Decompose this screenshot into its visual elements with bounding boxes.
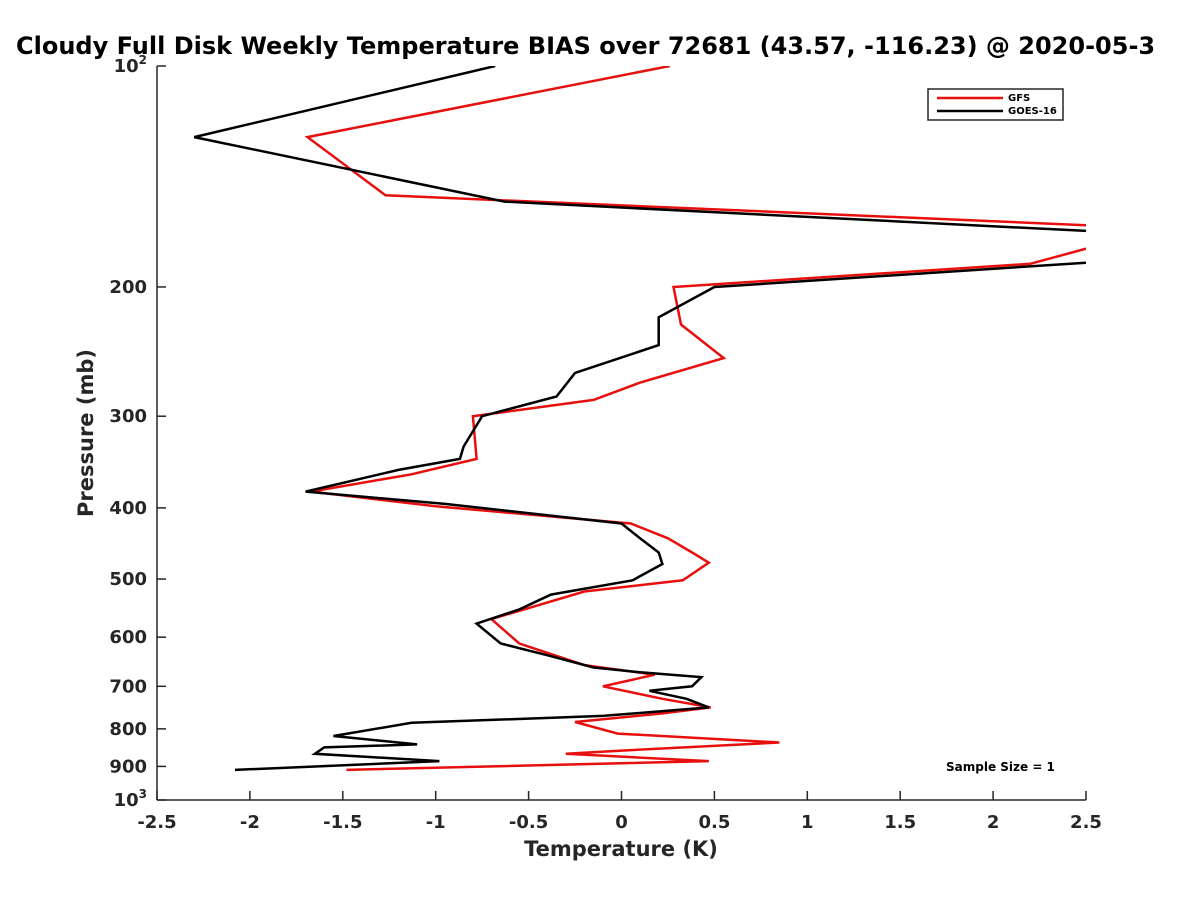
legend-label-goes16: GOES-16 xyxy=(1008,106,1057,117)
series-line-gfs xyxy=(304,66,1086,772)
x-tick-label: 1 xyxy=(801,812,814,833)
x-tick-label: 2 xyxy=(987,812,1000,833)
x-tick-label: -1 xyxy=(426,812,446,833)
x-axis-label: Temperature (K) xyxy=(524,837,718,861)
x-tick-label: 0 xyxy=(615,812,628,833)
x-tick-label: 2.5 xyxy=(1070,812,1102,833)
x-tick-label: 0.5 xyxy=(698,812,730,833)
chart-title: Cloudy Full Disk Weekly Temperature BIAS… xyxy=(16,32,1155,60)
y-tick-label: 800 xyxy=(109,719,147,740)
y-tick-label: 102 xyxy=(114,53,147,77)
y-tick-label: 900 xyxy=(109,756,147,777)
x-tick-label: 1.5 xyxy=(884,812,916,833)
y-tick-label: 400 xyxy=(109,498,147,519)
legend: GFS GOES-16 xyxy=(927,88,1064,121)
y-axis-label: Pressure (mb) xyxy=(74,349,98,517)
series-line-goes16 xyxy=(193,66,1086,772)
y-tick-label: 300 xyxy=(109,406,147,427)
sample-size-annotation: Sample Size = 1 xyxy=(946,760,1055,774)
x-tick-label: -2 xyxy=(240,812,260,833)
y-tick-label: 103 xyxy=(114,787,147,811)
axes: -2.5 -2 -1.5 -1 -0.5 0 0.5 1 1.5 2 2.5 102 200 300 400… xyxy=(109,53,1102,833)
y-tick-label: 200 xyxy=(109,277,147,298)
x-tick-label: -0.5 xyxy=(509,812,548,833)
legend-box xyxy=(927,88,1064,121)
y-tick-label: 600 xyxy=(109,627,147,648)
y-tick-label: 700 xyxy=(109,676,147,697)
x-tick-label: -1.5 xyxy=(323,812,362,833)
series-group xyxy=(193,66,1086,772)
y-tick-label: 500 xyxy=(109,569,147,590)
legend-label-gfs: GFS xyxy=(1008,93,1030,104)
x-tick-label: -2.5 xyxy=(137,812,176,833)
